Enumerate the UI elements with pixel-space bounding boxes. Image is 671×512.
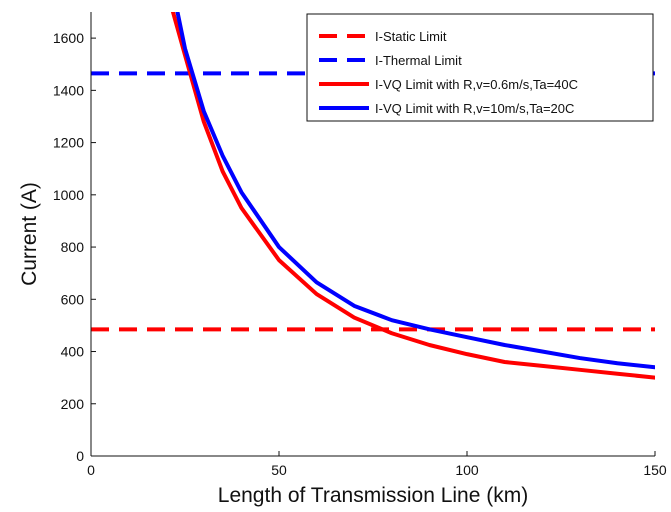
legend-label: I-VQ Limit with R,v=0.6m/s,Ta=40C (375, 77, 578, 92)
x-tick-label: 150 (643, 462, 667, 478)
y-tick-label: 600 (61, 291, 85, 307)
x-tick-label: 100 (455, 462, 479, 478)
y-tick-label: 800 (61, 239, 85, 255)
y-tick-label: 1200 (53, 135, 84, 151)
y-tick-label: 400 (61, 344, 85, 360)
legend-label: I-VQ Limit with R,v=10m/s,Ta=20C (375, 101, 574, 116)
legend: I-Static Limit I-Thermal Limit I-VQ Limit … (307, 14, 653, 121)
y-tick-label: 0 (76, 448, 84, 464)
y-tick-label: 1600 (53, 30, 84, 46)
legend-label: I-Thermal Limit (375, 53, 462, 68)
y-tick-label: 1000 (53, 187, 84, 203)
x-tick-label: 0 (87, 462, 95, 478)
x-tick-label: 50 (271, 462, 287, 478)
y-axis-title: Current (A) (18, 182, 41, 286)
y-tick-label: 1400 (53, 82, 84, 98)
legend-label: I-Static Limit (375, 29, 447, 44)
x-axis-title: Length of Transmission Line (km) (218, 484, 528, 507)
y-tick-label: 200 (61, 396, 85, 412)
